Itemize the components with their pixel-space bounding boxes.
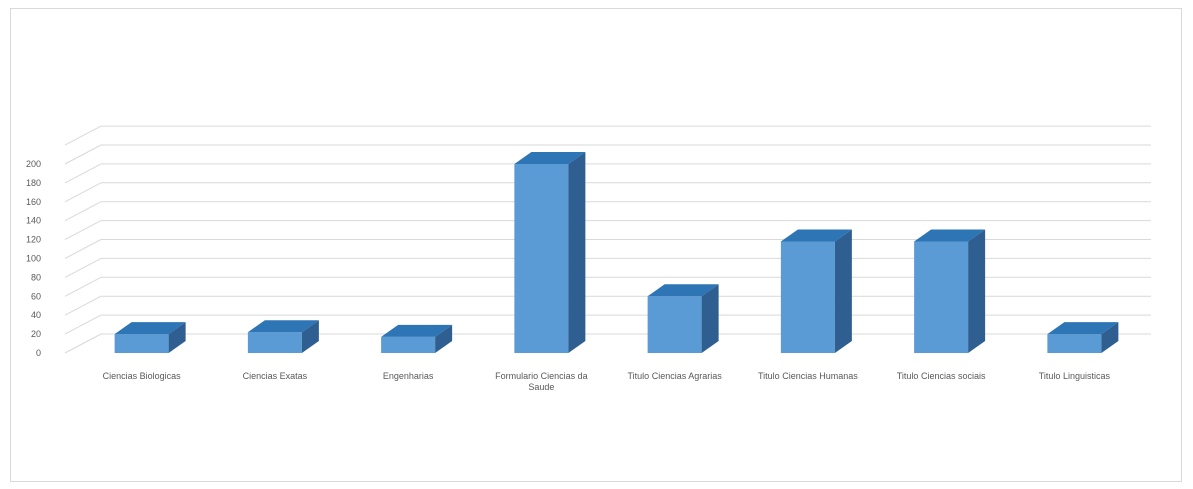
gridline-side (64, 295, 102, 316)
bars (114, 152, 1119, 353)
bar-chart: 0 20 40 60 80 100 120 140 160 180 200 Ciencias Bio… (26, 125, 1151, 392)
y-tick-label: 0 (36, 348, 41, 358)
bar (780, 229, 852, 353)
y-tick-label: 60 (31, 291, 41, 301)
bar (647, 284, 719, 353)
x-tick-label: Titulo Ciencias Humanas (758, 371, 858, 381)
x-tick-label: Ciencias Biologicas (103, 371, 182, 381)
gridline-side (64, 182, 102, 203)
bar (381, 324, 453, 353)
bar (247, 320, 319, 353)
y-tick-label: 20 (31, 329, 41, 339)
bar (514, 152, 586, 353)
y-tick-label: 140 (26, 216, 41, 226)
gridline-side (64, 239, 102, 259)
y-axis: 0 20 40 60 80 100 120 140 160 180 200 (26, 159, 41, 358)
x-axis: Ciencias Biologicas Ciencias Exatas Engenh… (103, 371, 1111, 392)
x-tick-label: Ciencias Exatas (243, 371, 308, 381)
bar (114, 322, 186, 353)
gridline-side (64, 201, 102, 222)
x-tick-label: Titulo Ciencias sociais (897, 371, 986, 381)
gridline-side (64, 276, 102, 297)
x-tick-label: Formulario Ciencias da Saude (495, 371, 588, 392)
gridline-side (64, 144, 102, 165)
y-tick-label: 180 (26, 178, 41, 188)
bar (914, 229, 986, 353)
x-tick-label: Titulo Ciencias Agrarias (628, 371, 723, 381)
chart-frame: 0 20 40 60 80 100 120 140 160 180 200 Ciencias Bio… (10, 8, 1182, 482)
y-tick-label: 40 (31, 310, 41, 320)
gridline-side (64, 125, 102, 146)
y-tick-label: 100 (26, 254, 41, 264)
gridline-side (64, 163, 102, 184)
y-tick-label: 160 (26, 197, 41, 207)
y-tick-label: 200 (26, 159, 41, 169)
gridline-side (64, 333, 102, 354)
gridline-side (64, 314, 102, 335)
gridline-side (64, 220, 102, 241)
bar (1047, 322, 1119, 353)
gridlines (64, 125, 1151, 354)
y-tick-label: 120 (26, 235, 41, 245)
x-tick-label: Titulo Linguisticas (1039, 371, 1111, 381)
gridline-side (64, 257, 102, 278)
x-tick-label: Engenharias (383, 371, 434, 381)
y-tick-label: 80 (31, 272, 41, 282)
